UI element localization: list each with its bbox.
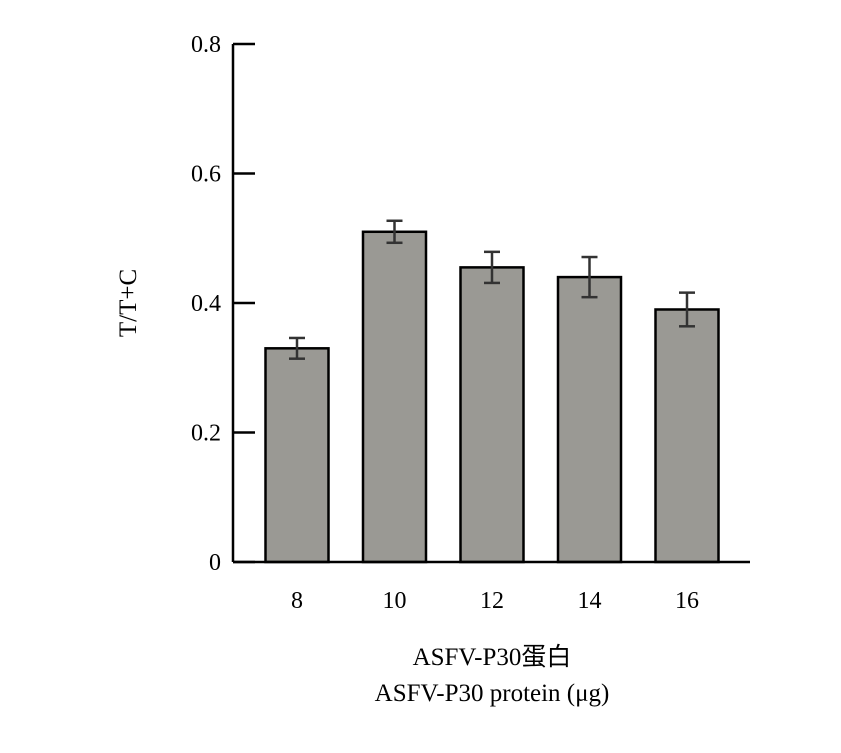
y-axis-title: T/T+C xyxy=(115,269,142,337)
error-bar-14 xyxy=(581,255,598,299)
bar-14 xyxy=(556,275,623,564)
bar-12 xyxy=(459,266,525,564)
x-axis-title-line-1: ASFV-P30蛋白 xyxy=(413,643,572,671)
y-tick-label: 0.8 xyxy=(191,32,221,58)
error-bar-10 xyxy=(386,219,403,245)
y-ticks-layer: 0 0.2 0.4 0.6 0.8 xyxy=(191,32,255,576)
x-axis-title-line-2: ASFV-P30 protein (μg) xyxy=(375,680,610,707)
x-tick-label: 16 xyxy=(675,588,699,614)
error-bars-layer xyxy=(289,219,695,360)
y-tick-label: 0.2 xyxy=(191,421,221,447)
x-tick-label: 8 xyxy=(291,588,303,614)
y-tick-label: 0 xyxy=(209,550,221,576)
error-bar-16 xyxy=(679,291,695,328)
x-tick-label: 12 xyxy=(480,588,504,614)
error-bar-8 xyxy=(289,336,305,360)
x-tick-label: 10 xyxy=(383,588,407,614)
bar-10 xyxy=(361,230,428,564)
x-tick-label: 14 xyxy=(578,588,602,614)
y-tick-label: 0.6 xyxy=(191,162,221,188)
bar-8 xyxy=(264,347,330,564)
y-tick-label: 0.4 xyxy=(191,291,221,317)
bar-16 xyxy=(654,308,720,564)
x-ticks-layer: 8 10 12 14 16 xyxy=(291,588,699,614)
error-bar-12 xyxy=(484,250,500,285)
